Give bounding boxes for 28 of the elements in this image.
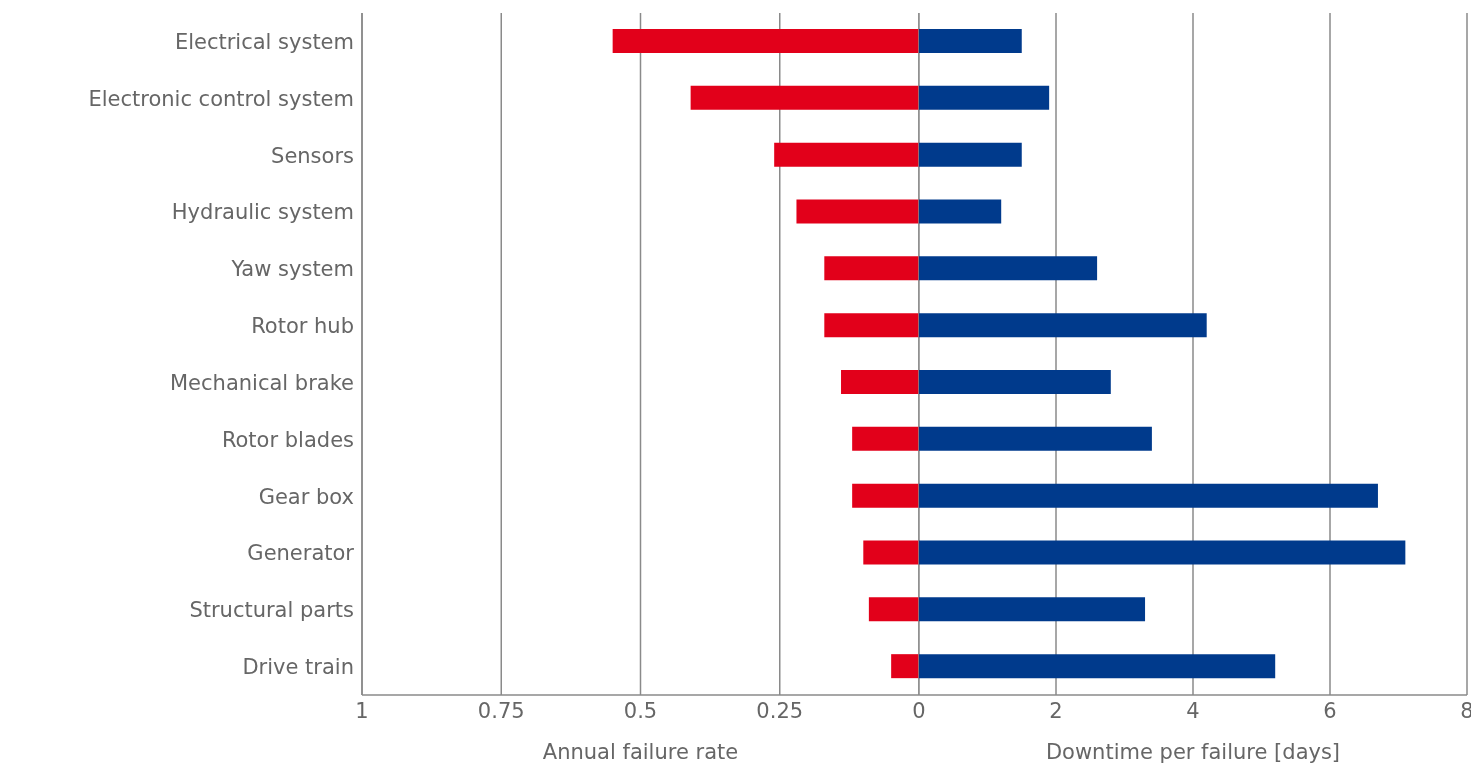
- x-tick-label: 2: [1049, 698, 1063, 723]
- y-tick-label: Hydraulic system: [171, 200, 354, 225]
- bar: [824, 313, 919, 338]
- x-tick-label: 0.5: [623, 698, 658, 723]
- bar: [891, 654, 919, 679]
- y-tick-label: Structural parts: [189, 598, 354, 623]
- y-tick-label: Generator: [247, 541, 355, 566]
- y-tick-label: Rotor hub: [251, 314, 354, 339]
- y-tick-label: Drive train: [242, 655, 354, 680]
- x-tick-label: 4: [1186, 698, 1200, 723]
- bar: [852, 426, 919, 451]
- x-axis-title: Annual failure rate: [542, 740, 739, 764]
- x-tick-label: 1: [355, 698, 369, 723]
- y-tick-label: Electronic control system: [88, 86, 354, 111]
- x-tick-label: 6: [1323, 698, 1337, 723]
- x-axis-title: Downtime per failure [days]: [1045, 740, 1341, 764]
- y-tick-label: Mechanical brake: [170, 370, 354, 395]
- y-tick-label: Gear box: [258, 484, 354, 509]
- bar: [852, 483, 919, 508]
- x-tick-label: 0: [912, 698, 926, 723]
- y-tick-label: Yaw system: [230, 257, 354, 282]
- x-tick-label: 0.25: [756, 698, 804, 723]
- bar: [863, 540, 919, 565]
- y-tick-label: Rotor blades: [221, 427, 354, 452]
- x-tick-label: 0.75: [477, 698, 525, 723]
- y-tick-label: Electrical system: [174, 29, 354, 54]
- y-tick-label: Sensors: [271, 143, 354, 168]
- bar: [868, 597, 919, 622]
